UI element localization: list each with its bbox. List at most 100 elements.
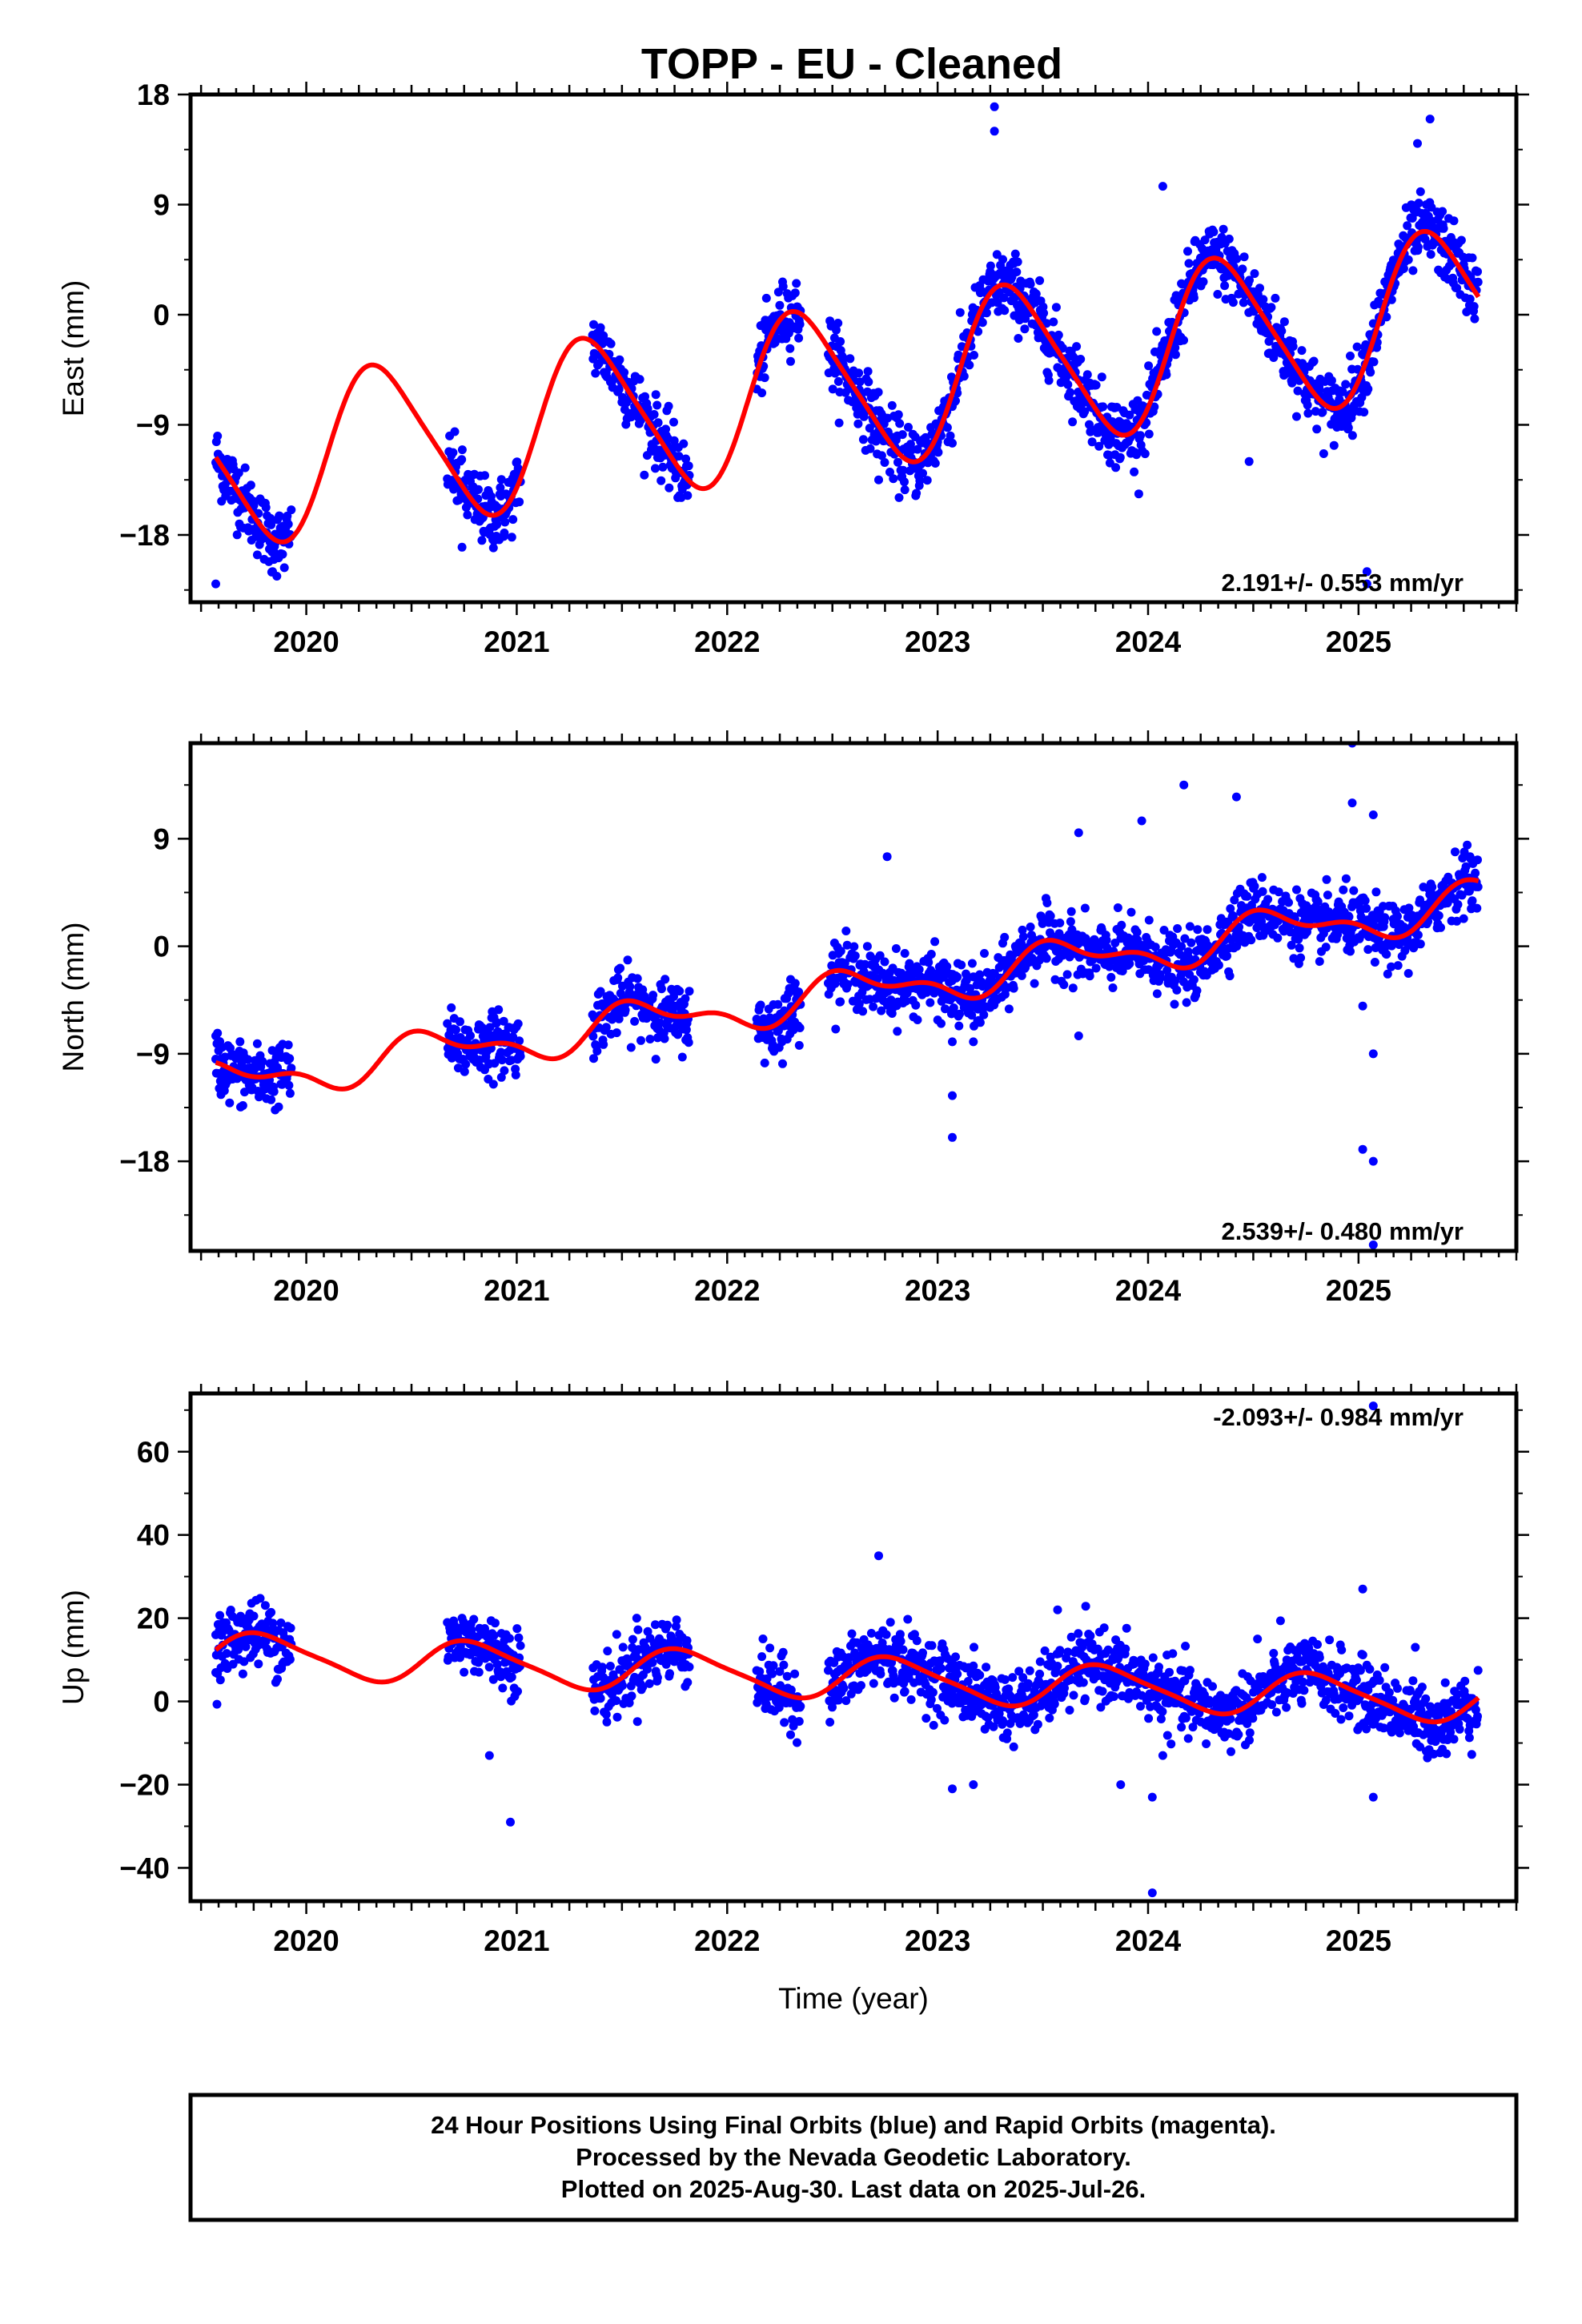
data-point [834,418,844,428]
data-point [1452,1690,1462,1699]
data-point [1245,1728,1255,1738]
data-point [1109,1692,1118,1701]
data-point [283,1040,293,1050]
data-point [448,448,458,457]
data-point [1132,927,1142,937]
data-point [896,1636,905,1646]
data-point [1136,431,1145,440]
data-point [1062,970,1072,979]
data-point [942,962,952,971]
data-point [913,444,922,454]
data-point [1148,1653,1158,1663]
data-point [1213,290,1223,299]
data-point [590,1706,600,1715]
data-point [616,963,625,973]
data-point [485,1023,495,1032]
data-point [671,1622,681,1631]
data-point [1288,342,1298,352]
data-point [792,279,801,288]
data-point [1349,886,1359,895]
data-point [630,1016,640,1026]
data-point [953,1669,962,1679]
data-point [1339,885,1348,895]
data-point [828,384,837,394]
data-point [832,325,841,335]
data-point [456,1017,464,1027]
data-point [918,1648,927,1658]
data-point [268,567,277,577]
data-point [1442,1749,1452,1759]
data-point [773,999,783,1009]
data-point [1099,1623,1109,1633]
data-point [758,1634,768,1643]
data-point [1076,355,1086,364]
data-point [912,489,921,498]
data-point [1177,942,1186,951]
data-point [1026,279,1035,289]
data-point [1010,249,1020,259]
data-point [1121,1644,1130,1654]
data-point [469,1614,479,1624]
data-point [500,1066,509,1076]
data-point [967,1011,977,1020]
data-point [685,1663,694,1671]
data-point [506,1817,515,1827]
data-point [1087,437,1097,447]
data-point [1339,1703,1348,1712]
data-point [1202,1739,1211,1748]
data-point [1358,1001,1367,1011]
data-point [664,401,673,411]
data-point [1035,275,1045,285]
data-point [492,520,502,529]
data-point [508,515,518,525]
data-point [1343,423,1353,432]
data-point [632,1614,641,1623]
data-point [836,997,845,1007]
data-point [929,1720,938,1730]
data-point [1179,336,1188,345]
data-point [877,451,886,460]
data-point [975,1018,985,1027]
data-point [1247,935,1256,945]
data-point [1368,1792,1378,1802]
data-point [1162,370,1171,380]
data-point [632,974,642,983]
data-point [1362,567,1371,577]
data-point [1096,1703,1106,1712]
data-point [1329,440,1339,450]
data-point [1363,384,1373,394]
data-point [1035,1657,1045,1667]
data-point [875,951,885,960]
data-point [1387,295,1396,304]
data-point [790,288,800,298]
data-point [1025,1666,1034,1675]
data-point [1362,903,1371,913]
data-point [1170,350,1180,360]
data-point [954,1021,964,1031]
data-point [241,1642,251,1651]
data-point [1208,1682,1217,1691]
data-point [1168,1649,1178,1659]
data-point [1405,1686,1415,1695]
data-point [238,1101,247,1110]
data-point [1040,1646,1050,1655]
data-point [1352,342,1362,352]
data-point [1130,1659,1139,1669]
data-point [665,483,674,493]
data-point [513,1687,522,1696]
data-point [880,458,889,467]
data-point [652,1673,662,1683]
data-point [516,1641,525,1651]
data-point [1382,312,1391,322]
data-point [1150,402,1159,412]
data-point [980,949,989,958]
data-point [499,1016,508,1026]
data-point [828,1703,837,1712]
data-point [869,1002,878,1011]
data-point [1226,1714,1235,1723]
data-point [967,959,977,968]
data-point [893,457,902,467]
data-point [496,1047,506,1057]
data-point [1193,925,1203,935]
data-point [858,435,868,444]
